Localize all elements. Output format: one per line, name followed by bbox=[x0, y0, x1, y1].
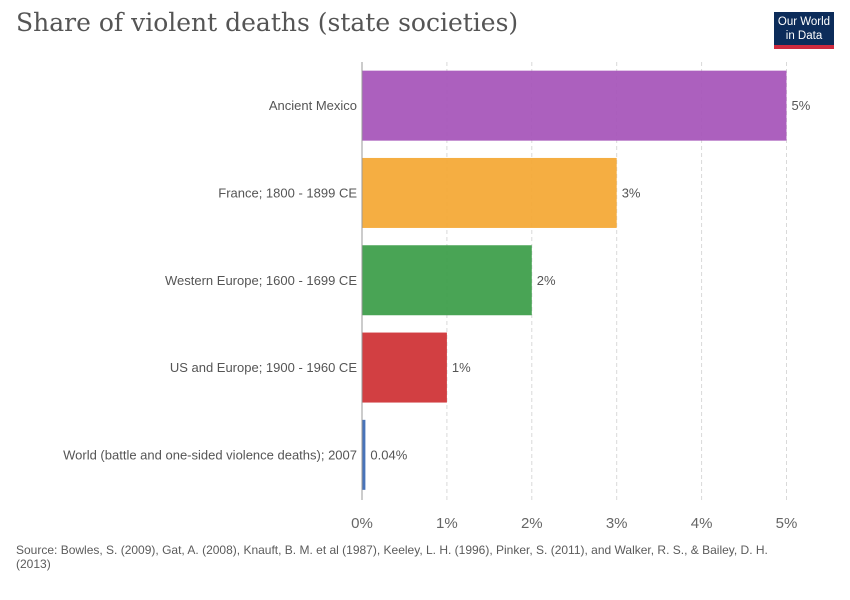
x-tick-label: 1% bbox=[436, 515, 458, 532]
value-label: 1% bbox=[452, 360, 471, 375]
bar bbox=[362, 70, 787, 141]
bar bbox=[362, 245, 532, 316]
x-tick-label: 3% bbox=[606, 515, 628, 532]
category-label: World (battle and one-sided violence dea… bbox=[63, 447, 357, 462]
owid-logo[interactable]: Our World in Data bbox=[774, 12, 834, 49]
value-label: 3% bbox=[622, 185, 641, 200]
source-note: Source: Bowles, S. (2009), Gat, A. (2008… bbox=[16, 543, 768, 571]
x-tick-label: 4% bbox=[691, 515, 713, 532]
logo-line-1: Our World bbox=[777, 16, 831, 28]
value-label: 0.04% bbox=[370, 447, 407, 462]
category-label: Western Europe; 1600 - 1699 CE bbox=[165, 273, 357, 288]
category-label: Ancient Mexico bbox=[269, 98, 357, 113]
bar bbox=[362, 157, 617, 228]
bar bbox=[362, 419, 366, 490]
value-label: 5% bbox=[792, 98, 811, 113]
x-tick-label: 2% bbox=[521, 515, 543, 532]
x-tick-label: 5% bbox=[776, 515, 798, 532]
value-label: 2% bbox=[537, 273, 556, 288]
logo-line-2: in Data bbox=[785, 30, 823, 42]
x-tick-label: 0% bbox=[351, 515, 373, 532]
category-label: US and Europe; 1900 - 1960 CE bbox=[170, 360, 358, 375]
chart-title: Share of violent deaths (state societies… bbox=[16, 8, 519, 37]
category-label: France; 1800 - 1899 CE bbox=[218, 185, 357, 200]
bar bbox=[362, 332, 447, 403]
